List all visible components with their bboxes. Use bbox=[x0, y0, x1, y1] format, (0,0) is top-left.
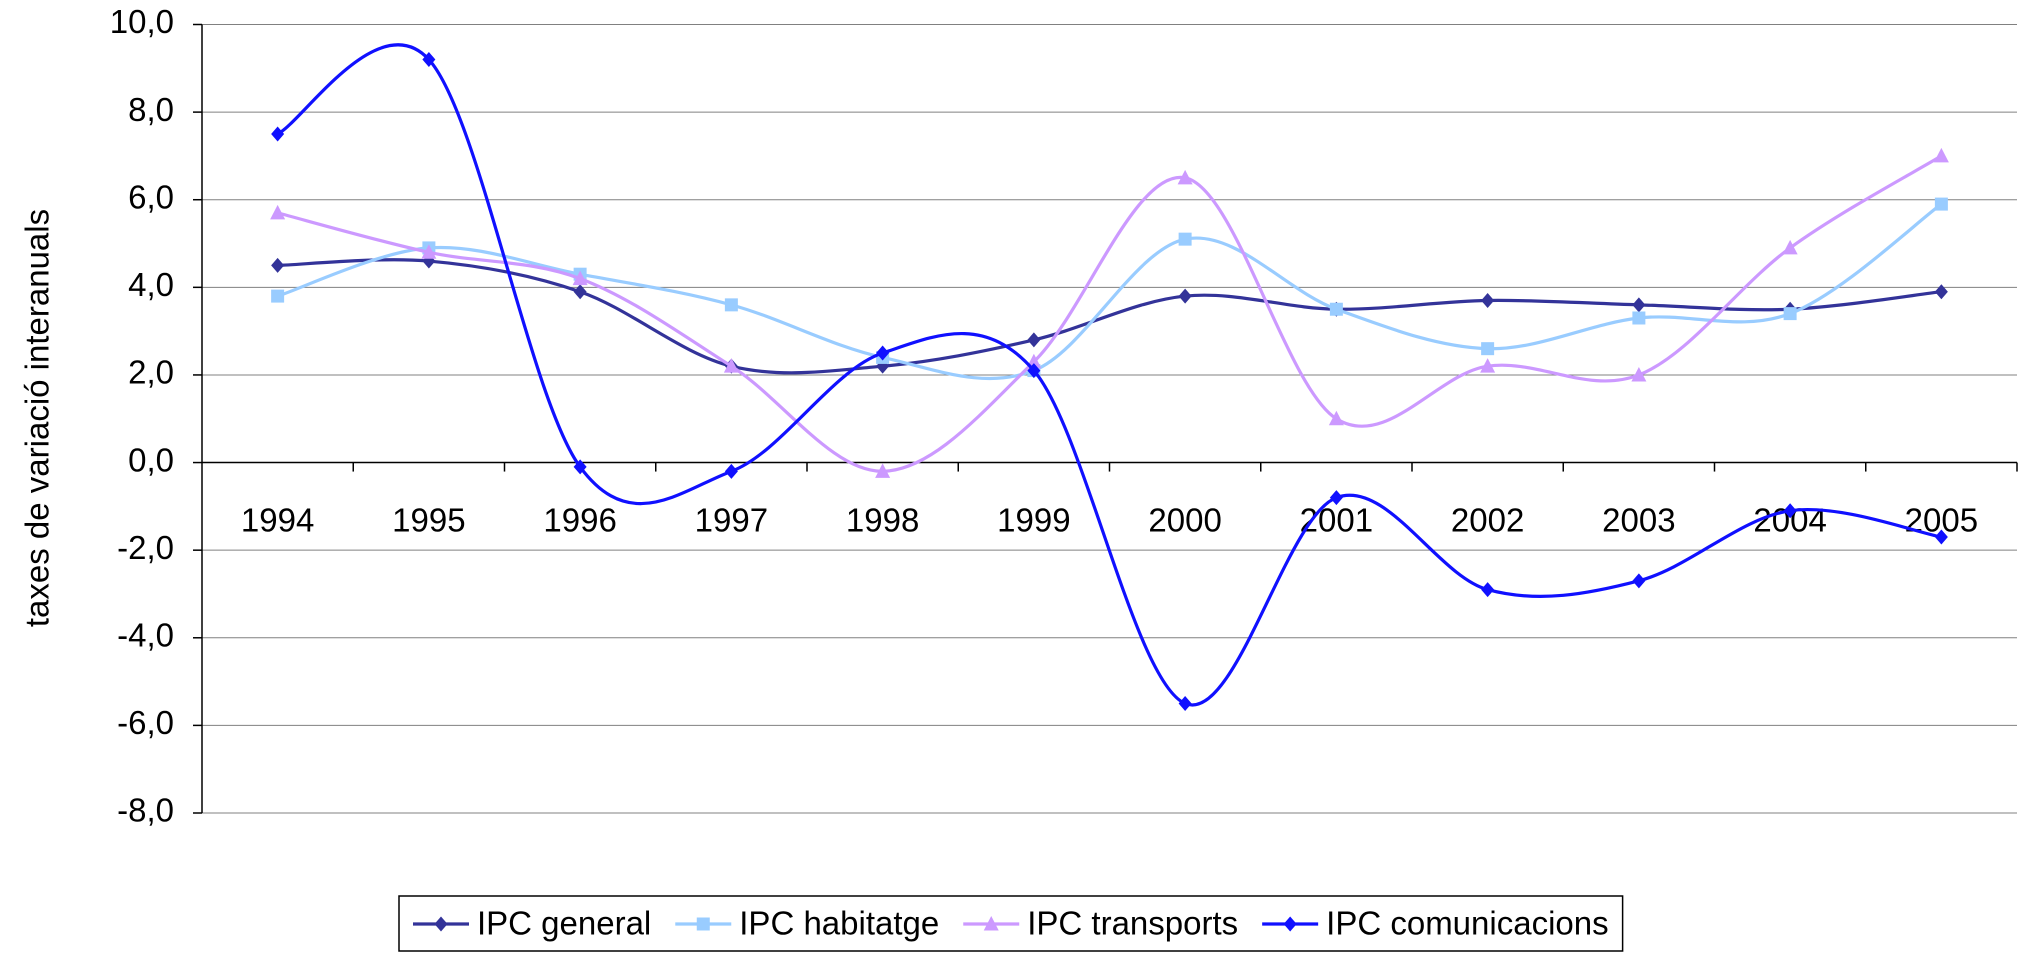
series-line bbox=[277, 154, 1943, 473]
y-tick-label: 8,0 bbox=[128, 91, 174, 128]
marker bbox=[724, 463, 738, 479]
marker bbox=[271, 289, 285, 303]
marker bbox=[1027, 332, 1041, 348]
y-tick-label: 2,0 bbox=[128, 354, 174, 391]
marker bbox=[1632, 297, 1646, 313]
y-axis-label: taxes de variació interanuals bbox=[19, 209, 56, 627]
x-tick-label: 1999 bbox=[997, 501, 1070, 538]
y-tick-label: 10,0 bbox=[110, 3, 174, 40]
x-tick-label: 1998 bbox=[846, 501, 919, 538]
legend-label: IPC transports bbox=[1027, 905, 1238, 942]
marker bbox=[422, 253, 436, 269]
series-line bbox=[276, 43, 1942, 707]
marker bbox=[270, 204, 286, 220]
marker bbox=[271, 257, 285, 273]
marker bbox=[983, 916, 999, 931]
marker bbox=[1178, 288, 1192, 304]
marker bbox=[1481, 342, 1495, 356]
marker bbox=[1934, 529, 1948, 545]
marker bbox=[1178, 695, 1192, 711]
marker bbox=[1631, 366, 1647, 382]
marker bbox=[1481, 292, 1495, 308]
marker bbox=[1933, 147, 1949, 163]
x-tick-label: 1995 bbox=[392, 501, 465, 538]
marker bbox=[573, 284, 587, 300]
y-tick-label: -4,0 bbox=[117, 616, 174, 653]
y-tick-label: -6,0 bbox=[117, 704, 174, 741]
legend-label: IPC comunicacions bbox=[1326, 905, 1608, 942]
x-tick-label: 1997 bbox=[695, 501, 768, 538]
marker bbox=[1328, 410, 1344, 426]
marker bbox=[1480, 358, 1496, 373]
marker bbox=[1283, 916, 1297, 932]
marker bbox=[1934, 197, 1948, 211]
x-tick-label: 1994 bbox=[241, 501, 314, 538]
y-tick-label: -8,0 bbox=[117, 792, 174, 829]
marker bbox=[876, 345, 890, 361]
x-tick-label: 1996 bbox=[543, 501, 616, 538]
series-line bbox=[277, 202, 1943, 381]
series-line bbox=[277, 258, 1942, 375]
y-tick-label: 0,0 bbox=[128, 441, 174, 478]
marker bbox=[1177, 169, 1193, 185]
y-tick-label: -2,0 bbox=[117, 529, 174, 566]
legend-label: IPC general bbox=[477, 905, 651, 942]
marker bbox=[1329, 302, 1343, 316]
marker bbox=[422, 52, 436, 68]
legend: IPC general IPC habitatge IPC transports IP… bbox=[398, 895, 1624, 952]
marker bbox=[1783, 307, 1797, 321]
marker bbox=[724, 298, 738, 312]
marker bbox=[696, 917, 710, 931]
marker bbox=[723, 358, 739, 373]
y-tick-label: 4,0 bbox=[128, 266, 174, 303]
x-tick-label: 2003 bbox=[1602, 501, 1675, 538]
marker bbox=[421, 244, 437, 259]
marker bbox=[1783, 503, 1797, 519]
marker bbox=[1329, 490, 1343, 506]
marker bbox=[1178, 232, 1192, 246]
marker bbox=[1481, 582, 1495, 598]
legend-label: IPC habitatge bbox=[739, 905, 939, 942]
y-tick-label: 6,0 bbox=[128, 178, 174, 215]
marker bbox=[271, 126, 285, 142]
marker bbox=[434, 916, 448, 932]
marker bbox=[572, 270, 588, 286]
marker bbox=[875, 463, 891, 478]
marker bbox=[1782, 239, 1798, 255]
marker bbox=[1632, 311, 1646, 325]
x-tick-label: 2002 bbox=[1451, 501, 1524, 538]
marker bbox=[1934, 284, 1948, 300]
marker bbox=[1632, 573, 1646, 589]
marker bbox=[573, 459, 587, 475]
marker bbox=[1027, 363, 1041, 379]
x-tick-label: 2000 bbox=[1148, 501, 1221, 538]
